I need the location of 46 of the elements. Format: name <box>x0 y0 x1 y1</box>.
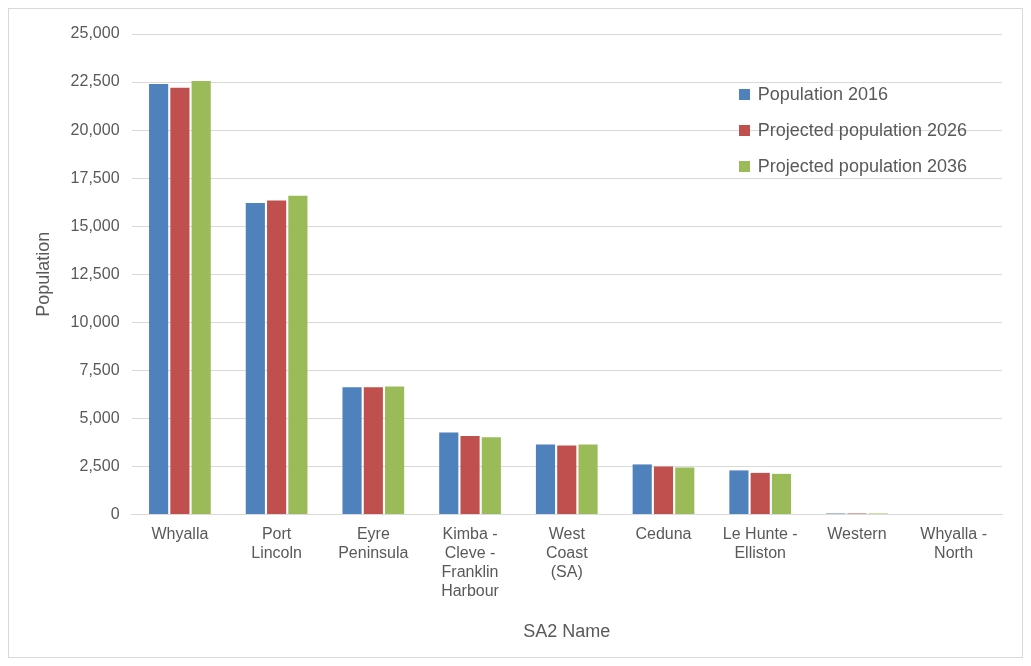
bar <box>170 87 190 515</box>
y-tick-label: 25,000 <box>70 24 120 42</box>
x-tick-label: Kimba - Cleve - Franklin Harbour <box>441 524 500 600</box>
x-tick-label: Le Hunte - Elliston <box>722 524 798 561</box>
y-tick-label: 22,500 <box>70 72 120 90</box>
x-tick-label: Whyalla - North <box>920 524 987 561</box>
x-tick-label: Western <box>827 524 887 542</box>
x-axis-title: SA2 Name <box>523 621 611 642</box>
bar <box>729 470 749 515</box>
bar <box>771 473 792 515</box>
bar <box>535 444 556 515</box>
bar <box>342 387 362 515</box>
y-tick-label: 2,500 <box>79 456 120 474</box>
bar <box>750 472 770 515</box>
y-axis-title: Population <box>32 231 53 317</box>
x-tick-label: West Coast (SA) <box>545 524 589 581</box>
legend-label: Population 2016 <box>757 84 888 105</box>
y-tick-label: 0 <box>110 505 120 523</box>
y-tick-label: 10,000 <box>70 312 120 330</box>
bar <box>191 81 211 515</box>
bar <box>385 386 405 515</box>
x-tick-label: Whyalla <box>151 524 209 542</box>
bar <box>245 202 265 515</box>
x-tick-label: Port Lincoln <box>251 524 302 561</box>
bar <box>288 195 308 515</box>
y-tick-label: 17,500 <box>70 168 120 186</box>
y-tick-label: 5,000 <box>79 408 120 426</box>
bar <box>481 437 501 515</box>
y-tick-label: 20,000 <box>70 120 120 138</box>
bar <box>363 387 383 515</box>
bar <box>439 432 459 515</box>
bar <box>578 444 598 515</box>
bar <box>675 467 695 515</box>
x-tick-label: Ceduna <box>635 524 692 542</box>
bar <box>149 83 169 515</box>
y-tick-label: 15,000 <box>70 216 120 234</box>
legend-label: Projected population 2036 <box>757 156 967 177</box>
y-tick-label: 12,500 <box>70 264 120 282</box>
y-tick-label: 7,500 <box>79 360 120 378</box>
bar <box>267 200 287 515</box>
bar <box>557 445 577 515</box>
bar <box>632 464 652 515</box>
bar <box>460 435 480 515</box>
bar <box>653 466 674 515</box>
x-tick-label: Eyre Peninsula <box>338 524 409 561</box>
legend-label: Projected population 2026 <box>757 120 967 141</box>
